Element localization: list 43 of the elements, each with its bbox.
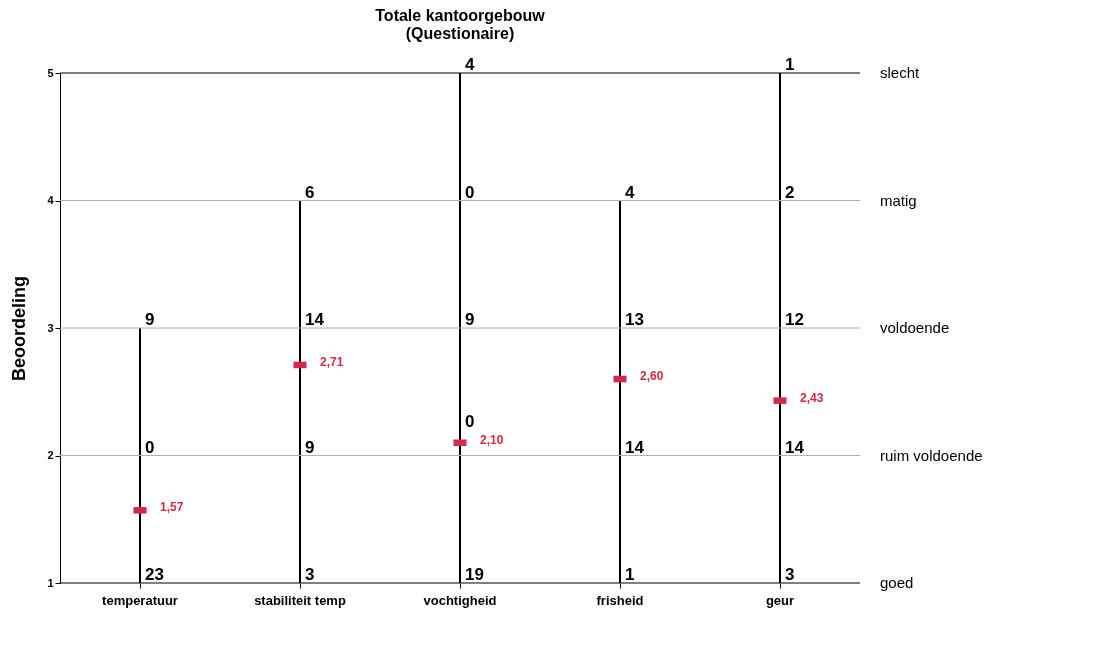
annotation: 4 — [625, 182, 635, 202]
annotation: 0 — [145, 437, 155, 457]
annotation: 2 — [785, 182, 795, 202]
y-tick-label: 3 — [47, 321, 54, 334]
annotation: 4 — [465, 55, 475, 74]
x-tick-label: temperatuur — [102, 592, 178, 608]
ref-line-label: goed — [880, 574, 914, 591]
annotation: 14 — [625, 437, 645, 457]
data-label: 2,60 — [640, 369, 664, 383]
y-tick-label: 4 — [47, 194, 55, 206]
annotation: 0 — [465, 182, 475, 202]
y-tick-label: 5 — [47, 66, 54, 79]
y-tick-label: 1 — [47, 576, 54, 589]
ref-line-label: matig — [880, 191, 917, 209]
annotation: 14 — [305, 310, 325, 329]
x-tick-label: stabiliteit temp — [254, 592, 346, 608]
annotation: 9 — [145, 310, 155, 329]
annotation: 3 — [785, 565, 795, 584]
data-label: 1,57 — [160, 500, 184, 515]
chart-title: Totale kantoorgebouw (Questionaire) — [375, 7, 546, 42]
annotation: 1 — [785, 55, 795, 74]
annotation: 6 — [305, 182, 315, 202]
ref-line-label: voldoende — [880, 319, 950, 336]
data-label: 2,10 — [480, 432, 504, 447]
annotation: 23 — [145, 565, 164, 584]
annotation: 12 — [785, 310, 804, 329]
y-axis-title: Beoordeling — [9, 275, 30, 382]
x-tick-label: vochtigheid — [423, 592, 497, 608]
ref-line-label: slecht — [880, 64, 921, 81]
annotation: 19 — [465, 565, 484, 584]
annotation: 14 — [785, 437, 805, 457]
annotation: 3 — [305, 565, 315, 584]
x-tick-label: geur — [765, 592, 795, 608]
ref-line-label: ruim voldoende — [880, 446, 983, 464]
y-tick-label: 2 — [47, 449, 54, 461]
annotation: 1 — [625, 565, 635, 584]
data-label: 2,71 — [320, 354, 344, 369]
annotation: 13 — [625, 310, 644, 329]
annotation: 9 — [465, 310, 475, 329]
x-tick-label: frisheid — [596, 592, 644, 608]
data-label: 2,43 — [800, 390, 824, 405]
annotation: 9 — [305, 437, 315, 457]
annotation: 0 — [465, 412, 475, 431]
